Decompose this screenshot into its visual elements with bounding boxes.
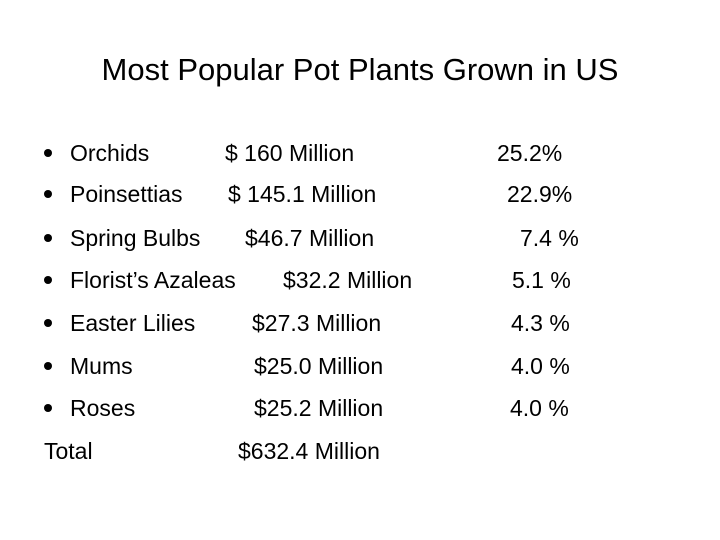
plant-amount: $46.7 Million: [245, 225, 375, 251]
plant-name: Mums: [70, 353, 133, 379]
bullet: [44, 319, 52, 327]
plant-name: Poinsettias: [70, 181, 183, 207]
plant-share: 22.9%: [507, 181, 573, 207]
plant-name: Easter Lilies: [70, 310, 196, 336]
plant-amount: $ 160 Million: [225, 140, 355, 166]
plant-name: Spring Bulbs: [70, 225, 201, 251]
plant-name: Florist’s Azaleas: [70, 267, 236, 293]
bullet: [44, 149, 52, 157]
bullet: [44, 362, 52, 370]
plant-share: 5.1 %: [512, 267, 571, 293]
plant-amount: $ 145.1 Million: [228, 181, 377, 207]
plant-name: Orchids: [70, 140, 150, 166]
bullet: [44, 404, 52, 412]
total-label: Total: [44, 438, 93, 464]
total-amount: $632.4 Million: [238, 438, 380, 464]
plant-amount: $25.2 Million: [254, 395, 384, 421]
plant-share: 4.0 %: [511, 353, 570, 379]
bullet: [44, 234, 52, 242]
plant-share: 4.0 %: [510, 395, 569, 421]
plant-amount: $25.0 Million: [254, 353, 384, 379]
plant-share: 4.3 %: [511, 310, 570, 336]
bullet: [44, 276, 52, 284]
bullet: [44, 190, 52, 198]
plant-amount: $27.3 Million: [252, 310, 382, 336]
plant-share: 7.4 %: [520, 225, 579, 251]
plant-amount: $32.2 Million: [283, 267, 413, 293]
slide-title: Most Popular Pot Plants Grown in US: [101, 52, 619, 87]
plant-share: 25.2%: [497, 140, 563, 166]
plant-name: Roses: [70, 395, 136, 421]
